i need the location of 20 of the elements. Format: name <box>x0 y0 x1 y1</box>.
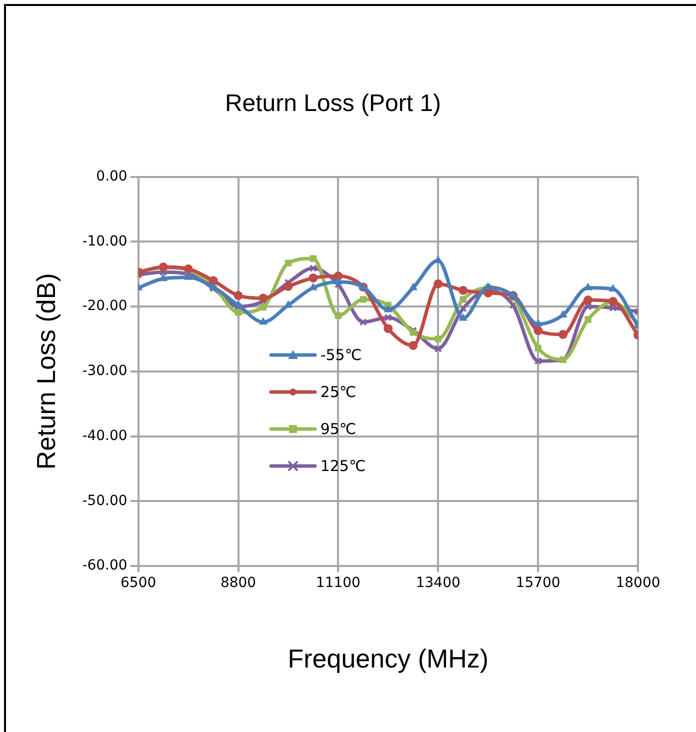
x-tick-label: 6500 <box>120 575 156 592</box>
legend-label: 25℃ <box>320 382 356 401</box>
x-tick-label: 15700 <box>516 575 560 592</box>
legend-label: 125℃ <box>320 456 366 475</box>
chart-title: Return Loss (Port 1) <box>224 90 442 118</box>
y-tick-label: -30.00 <box>82 363 128 380</box>
y-tick-label: -20.00 <box>82 298 128 314</box>
x-tick-label: 13400 <box>416 575 460 592</box>
y-axis-title: Return Loss (dB) <box>30 273 61 470</box>
y-tick-label: -60.00 <box>82 558 128 574</box>
x-tick-label: 18000 <box>616 575 660 592</box>
legend-label: -55℃ <box>320 346 362 364</box>
y-tick-label: -10.00 <box>82 233 128 250</box>
x-axis-title: Frequency (MHz) <box>288 644 489 674</box>
x-tick-label: 11100 <box>316 575 360 592</box>
y-tick-label: -40.00 <box>82 428 128 444</box>
y-tick-label: 0.00 <box>96 168 128 184</box>
legend-label: 95℃ <box>320 420 356 438</box>
y-tick-label: -50.00 <box>82 492 128 509</box>
x-tick-label: 8800 <box>220 575 256 592</box>
